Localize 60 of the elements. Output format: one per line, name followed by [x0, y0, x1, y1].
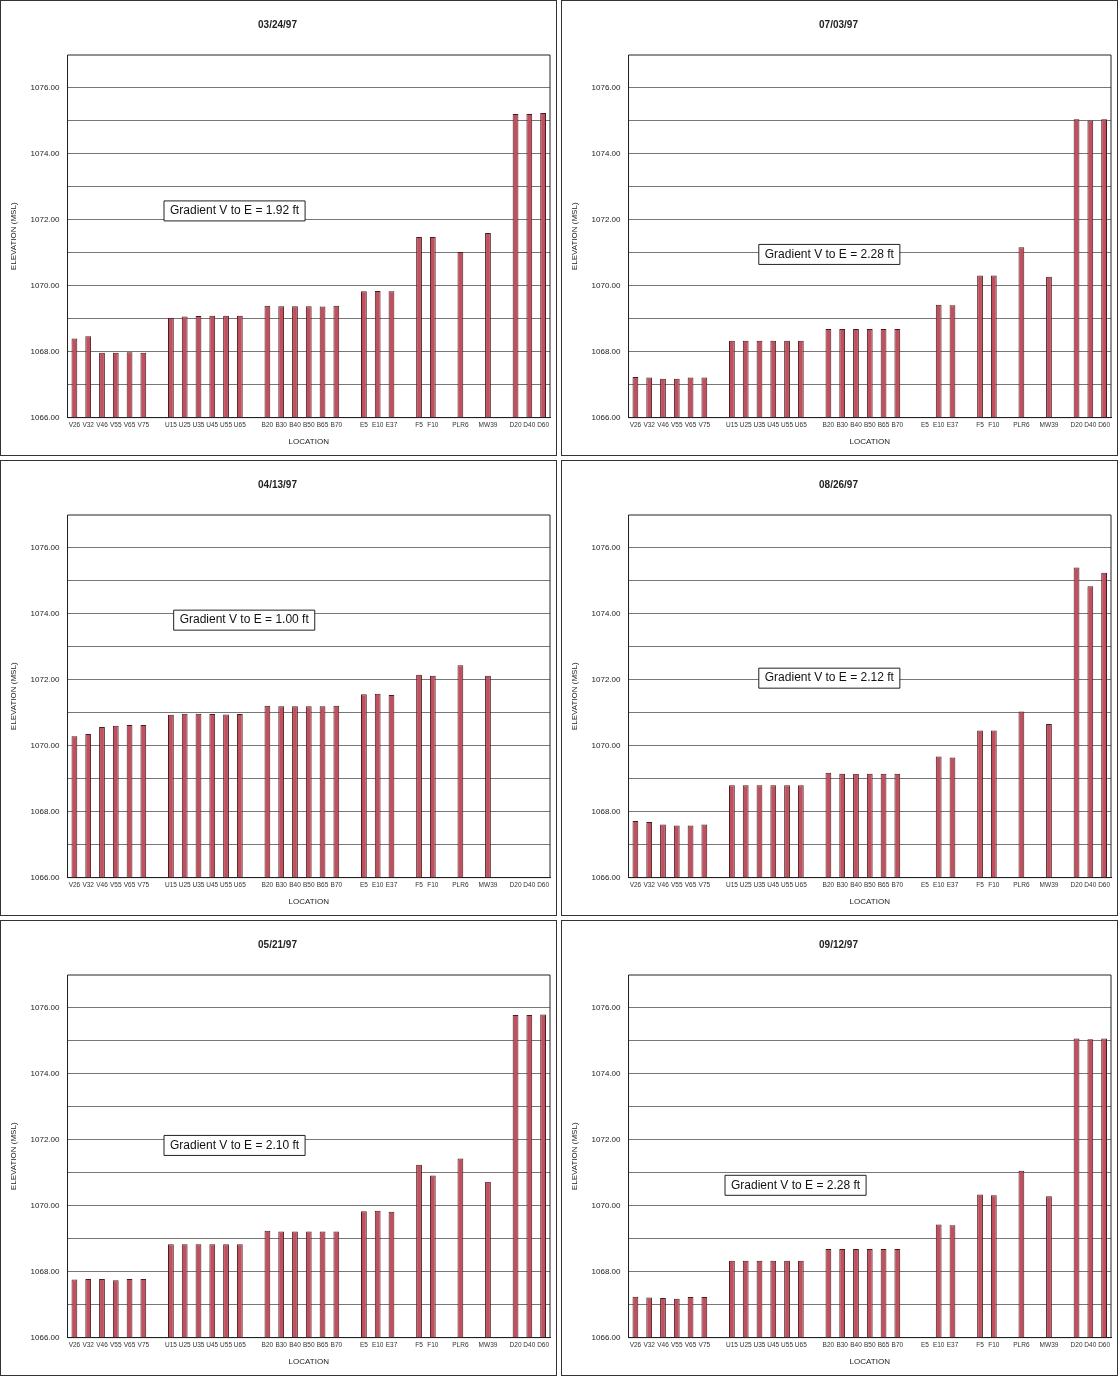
y-tick-label: 1070.00 — [591, 1200, 622, 1210]
y-tick-label: 1072.00 — [30, 675, 61, 685]
y-axis-title: ELEVATION (MSL) — [9, 202, 18, 271]
y-axis-title: ELEVATION (MSL) — [9, 1122, 18, 1191]
y-tick-label: 1074.00 — [591, 609, 622, 619]
y-tick-label: 1074.00 — [30, 1069, 61, 1079]
y-axis-title: ELEVATION (MSL) — [570, 202, 579, 271]
y-tick-label: 1076.00 — [30, 1003, 61, 1013]
y-tick-label: 1074.00 — [591, 1069, 622, 1079]
y-tick-label: 1066.00 — [30, 1332, 61, 1342]
y-tick-label: 1076.00 — [591, 1003, 622, 1013]
y-axis-title: ELEVATION (MSL) — [570, 662, 579, 731]
y-tick-label: 1068.00 — [591, 806, 622, 816]
y-tick-label: 1066.00 — [30, 872, 61, 882]
y-tick-label: 1070.00 — [30, 740, 61, 750]
y-tick-label: 1070.00 — [30, 1200, 61, 1210]
y-tick-label: 1070.00 — [591, 740, 622, 750]
y-tick-label: 1076.00 — [591, 543, 622, 553]
y-tick-label: 1066.00 — [591, 872, 622, 882]
chart-title: 04/13/97 — [258, 478, 298, 490]
y-tick-label: 1072.00 — [30, 215, 61, 225]
y-tick-label: 1068.00 — [30, 806, 61, 816]
y-tick-label: 1072.00 — [591, 215, 622, 225]
chart-title: 09/12/97 — [819, 938, 859, 950]
y-axis-title: ELEVATION (MSL) — [9, 662, 18, 731]
y-tick-label: 1066.00 — [591, 1332, 622, 1342]
annotation: Gradient V to E = 2.28 ft — [731, 1177, 861, 1192]
y-tick-label: 1068.00 — [591, 346, 622, 356]
y-tick-label: 1076.00 — [30, 543, 61, 553]
y-tick-label: 1066.00 — [30, 412, 61, 422]
y-tick-label: 1072.00 — [30, 1135, 61, 1145]
x-axis-title: LOCATION — [288, 437, 330, 447]
y-tick-label: 1070.00 — [591, 280, 622, 290]
y-tick-label: 1068.00 — [30, 346, 61, 356]
y-axis-title: ELEVATION (MSL) — [570, 1122, 579, 1191]
y-tick-label: 1076.00 — [591, 83, 622, 93]
y-tick-label: 1068.00 — [591, 1266, 622, 1276]
x-axis-title: LOCATION — [849, 897, 891, 907]
y-tick-label: 1066.00 — [591, 412, 622, 422]
x-axis-title: LOCATION — [849, 437, 891, 447]
chart-title: 08/26/97 — [819, 478, 859, 490]
chart-title: 07/03/97 — [819, 18, 859, 30]
annotation: Gradient V to E = 1.92 ft — [170, 203, 300, 218]
chart-title: 05/21/97 — [258, 938, 298, 950]
annotation: Gradient V to E = 2.28 ft — [764, 246, 895, 261]
chart-title: 03/24/97 — [258, 18, 298, 30]
y-tick-label: 1068.00 — [30, 1266, 61, 1276]
y-tick-label: 1074.00 — [30, 609, 61, 619]
y-tick-label: 1076.00 — [30, 83, 61, 93]
y-tick-label: 1072.00 — [591, 675, 622, 685]
x-axis-title: LOCATION — [288, 1357, 330, 1367]
x-axis-title: LOCATION — [288, 897, 330, 907]
y-tick-label: 1074.00 — [30, 149, 61, 159]
annotation: Gradient V to E = 1.00 ft — [179, 612, 310, 627]
y-tick-label: 1074.00 — [591, 149, 622, 159]
annotation: Gradient V to E = 2.10 ft — [170, 1137, 300, 1152]
y-tick-label: 1072.00 — [591, 1135, 622, 1145]
y-tick-label: 1070.00 — [30, 280, 61, 290]
annotation: Gradient V to E = 2.12 ft — [764, 670, 895, 685]
x-axis-title: LOCATION — [849, 1357, 891, 1367]
